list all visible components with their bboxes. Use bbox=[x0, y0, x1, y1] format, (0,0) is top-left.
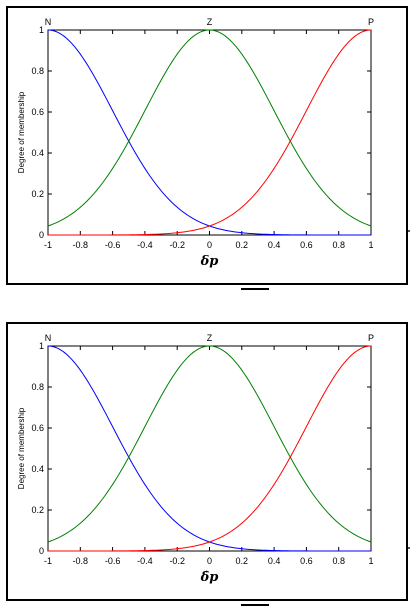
chart-0-ytick-label: 0.6 bbox=[31, 107, 44, 117]
chart-1-xtick-label: -0.4 bbox=[137, 556, 153, 566]
edge-mark-2 bbox=[407, 537, 411, 549]
chart-0-axes-box bbox=[47, 29, 372, 236]
chart-0-xtick-label: -0.2 bbox=[169, 240, 185, 250]
chart-1-xtick-label: 0.2 bbox=[236, 556, 249, 566]
chart-1-xtick-label: 1 bbox=[368, 556, 373, 566]
chart-1-axes-box bbox=[47, 345, 372, 552]
chart-0-xtick-label: -0.4 bbox=[137, 240, 153, 250]
membership-chart-panel-2: -1 -0.8 -0.6 -0.4 -0.2 0 0.2 0.4 0.6 0.8 1 0 0.2 0.4 0… bbox=[6, 322, 408, 601]
chart-0-ytick-label: 0 bbox=[39, 230, 44, 240]
chart-1-annotation-n: N bbox=[45, 333, 52, 343]
chart-1-series-0-line bbox=[47, 345, 371, 552]
chart-0-xlabel: δp bbox=[200, 254, 219, 269]
chart-1-xtick-label: -0.8 bbox=[73, 556, 89, 566]
chart-0-series-2-line bbox=[48, 29, 372, 236]
membership-chart-2: -1 -0.8 -0.6 -0.4 -0.2 0 0.2 0.4 0.6 0.8 1 0 0.2 0.4 0… bbox=[17, 333, 374, 585]
chart-1-xtick-label: 0 bbox=[207, 556, 212, 566]
chart-1-ytick-label: 0.6 bbox=[31, 423, 44, 433]
chart-0-ytick-label: 0.4 bbox=[31, 148, 44, 158]
chart-0-xtick-label: -0.8 bbox=[73, 240, 89, 250]
chart-1-ytick-label: 0 bbox=[39, 546, 44, 556]
caption-rule-1 bbox=[241, 288, 269, 290]
caption-rule-2 bbox=[241, 604, 269, 606]
chart-1-ytick-label: 0.4 bbox=[31, 464, 44, 474]
chart-0-xtick-label: 0.8 bbox=[332, 240, 345, 250]
chart-1-annotation-z: Z bbox=[207, 333, 213, 343]
chart-1-xtick-label: -0.6 bbox=[105, 556, 121, 566]
membership-chart-1: -1 -0.8 -0.6 -0.4 -0.2 0 0.2 0.4 0.6 0.8 1 0 0.2 0.4 0… bbox=[17, 17, 374, 269]
chart-0-xtick-label: 1 bbox=[368, 240, 373, 250]
chart-1-xtick-label: -0.2 bbox=[169, 556, 185, 566]
edge-mark-1 bbox=[407, 220, 411, 232]
chart-1-ytick-label: 0.8 bbox=[31, 382, 44, 392]
chart-0-xtick-label: -0.6 bbox=[105, 240, 121, 250]
chart-0-ytick-label: 0.8 bbox=[31, 66, 44, 76]
chart-1-series-1-line bbox=[47, 345, 372, 543]
chart-0-xtick-label: 0.2 bbox=[236, 240, 249, 250]
chart-0-annotation-p: P bbox=[368, 17, 374, 27]
membership-chart-panel-1: -1 -0.8 -0.6 -0.4 -0.2 0 0.2 0.4 0.6 0.8 1 0 0.2 0.4 0… bbox=[6, 6, 408, 285]
chart-0-xtick-label: -1 bbox=[44, 240, 52, 250]
chart-0-ytick-label: 1 bbox=[39, 25, 44, 35]
chart-1-annotation-p: P bbox=[368, 333, 374, 343]
chart-0-xtick-label: 0.4 bbox=[268, 240, 281, 250]
chart-1-xtick-label: 0.6 bbox=[300, 556, 313, 566]
chart-0-ylabel: Degree of membership bbox=[17, 91, 26, 173]
chart-0-xtick-label: 0.6 bbox=[300, 240, 313, 250]
chart-1-ytick-label: 0.2 bbox=[31, 505, 44, 515]
chart-0-annotation-n: N bbox=[45, 17, 52, 27]
chart-0-annotation-z: Z bbox=[207, 17, 213, 27]
chart-1-xtick-label: 0.4 bbox=[268, 556, 281, 566]
chart-1-xtick-label: 0.8 bbox=[332, 556, 345, 566]
chart-1-ylabel: Degree of membership bbox=[17, 407, 26, 489]
chart-0-series-0-line bbox=[47, 29, 371, 236]
chart-0-ytick-label: 0.2 bbox=[31, 189, 44, 199]
chart-0-xtick-label: 0 bbox=[207, 240, 212, 250]
chart-1-xtick-label: -1 bbox=[44, 556, 52, 566]
chart-1-xlabel: δ̇p bbox=[200, 570, 219, 585]
chart-1-series-2-line bbox=[48, 345, 372, 552]
chart-0-series-1-line bbox=[47, 29, 372, 227]
chart-1-ytick-label: 1 bbox=[39, 341, 44, 351]
